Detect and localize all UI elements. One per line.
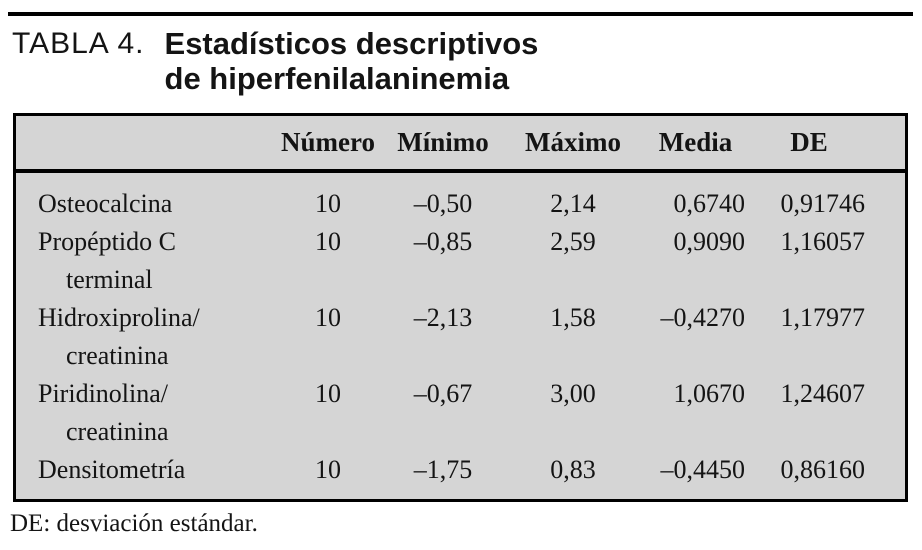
- cell-de: 1,24607: [780, 379, 866, 408]
- table-title: Estadísticos descriptivos de hiperfenila…: [165, 26, 539, 96]
- table-row: Densitometría 10 –1,75 0,83 –0,4450 0,86160: [16, 451, 905, 489]
- cell-de: 1,16057: [780, 227, 866, 256]
- row-label-line1: Osteocalcina: [38, 189, 173, 218]
- cell-minimo: –0,67: [413, 379, 473, 408]
- row-label-line2: terminal: [66, 265, 153, 294]
- cell-maximo: 3,00: [550, 379, 596, 408]
- statistics-table: Número Mínimo Máximo Media DE Osteocalci…: [13, 113, 908, 502]
- row-label-line1: Piridinolina/: [38, 379, 168, 408]
- table-title-line2: de hiperfenilalaninemia: [164, 61, 510, 96]
- table-row: Osteocalcina 10 –0,50 2,14 0,6740 0,91746: [16, 185, 905, 223]
- column-header-numero: Número: [281, 127, 375, 157]
- row-label: Piridinolina/creatinina: [16, 375, 278, 451]
- cell-media: –0,4270: [660, 303, 746, 332]
- column-header-minimo: Mínimo: [397, 127, 489, 157]
- cell-media: 0,9090: [673, 227, 746, 256]
- column-header-media: Media: [658, 127, 733, 157]
- cell-maximo: 2,59: [550, 227, 596, 256]
- top-rule-divider: [8, 12, 913, 16]
- table-header-row: Número Mínimo Máximo Media DE: [16, 116, 905, 173]
- cell-maximo: 2,14: [550, 189, 596, 218]
- cell-numero: 10: [315, 379, 341, 408]
- cell-media: 0,6740: [673, 189, 746, 218]
- table-row: Piridinolina/creatinina 10 –0,67 3,00 1,0670…: [16, 375, 905, 451]
- cell-numero: 10: [315, 455, 341, 484]
- cell-de: 1,17977: [780, 303, 866, 332]
- cell-numero: 10: [315, 303, 341, 332]
- cell-minimo: –2,13: [413, 303, 473, 332]
- row-label: Propéptido C terminal: [16, 223, 278, 299]
- table-row: Propéptido C terminal 10 –0,85 2,59 0,9090 1,1…: [16, 223, 905, 299]
- cell-minimo: –1,75: [413, 455, 473, 484]
- cell-maximo: 1,58: [550, 303, 596, 332]
- column-header-de: DE: [790, 127, 828, 157]
- table-number-label: TABLA 4.: [12, 27, 145, 60]
- row-label-line2: creatinina: [66, 341, 169, 370]
- cell-de: 0,86160: [780, 455, 866, 484]
- table-row: Hidroxiprolina/creatinina 10 –2,13 1,58 –0,4…: [16, 299, 905, 375]
- row-label-line2: creatinina: [66, 417, 169, 446]
- cell-minimo: –0,85: [413, 227, 473, 256]
- cell-media: 1,0670: [673, 379, 746, 408]
- cell-de: 0,91746: [780, 189, 866, 218]
- cell-maximo: 0,83: [550, 455, 596, 484]
- cell-media: –0,4450: [660, 455, 746, 484]
- row-label-line1: Densitometría: [38, 455, 186, 484]
- cell-numero: 10: [315, 189, 341, 218]
- column-header-maximo: Máximo: [525, 127, 621, 157]
- row-label: Densitometría: [16, 451, 278, 489]
- table-body: Osteocalcina 10 –0,50 2,14 0,6740 0,91746 Prop…: [16, 173, 905, 489]
- row-label-line1: Hidroxiprolina/: [38, 303, 200, 332]
- row-label: Hidroxiprolina/creatinina: [16, 299, 278, 375]
- cell-minimo: –0,50: [413, 189, 473, 218]
- cell-numero: 10: [315, 227, 341, 256]
- row-label: Osteocalcina: [16, 185, 278, 223]
- table-caption: TABLA 4. Estadísticos descriptivos de hi…: [12, 26, 538, 96]
- table-title-line1: Estadísticos descriptivos: [164, 26, 539, 61]
- table-footnote: DE: desviación estándar.: [10, 510, 258, 537]
- row-label-line1: Propéptido C: [38, 227, 176, 256]
